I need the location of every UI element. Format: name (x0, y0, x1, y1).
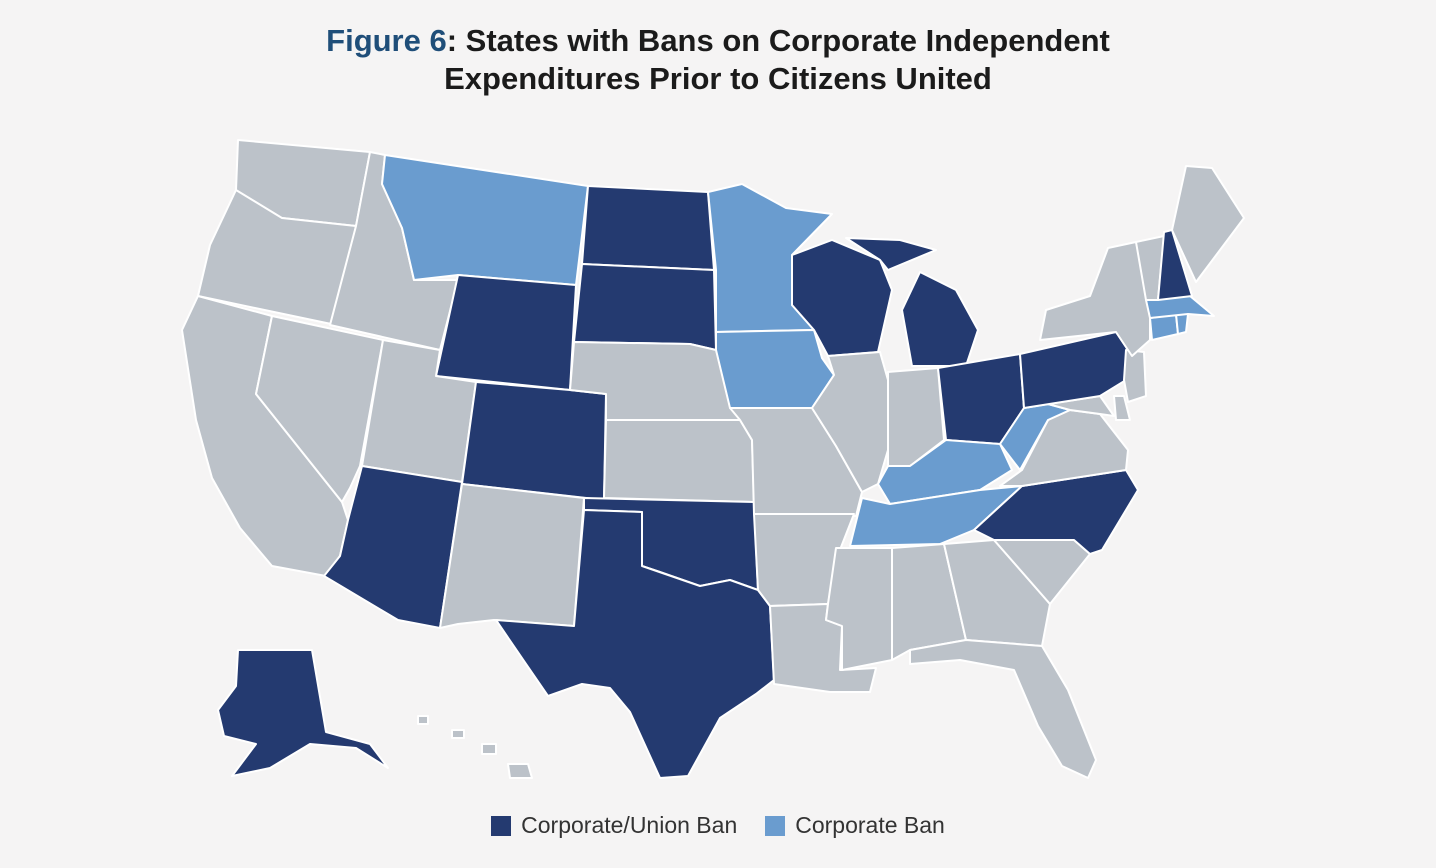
state-WY (435, 274, 577, 391)
state-KS (603, 419, 755, 503)
state-RI (1175, 313, 1189, 335)
title-text-1: : States with Bans on Corporate Independ… (446, 23, 1110, 58)
state-TX (495, 509, 775, 779)
state-DE (1113, 395, 1131, 421)
state-FL (909, 639, 1097, 779)
legend-swatch-corporate-union-ban (491, 815, 512, 836)
state-NJ (1123, 349, 1147, 403)
state-NM (439, 483, 585, 629)
state-AK (217, 649, 389, 777)
state-ME (1171, 165, 1245, 283)
legend-label-corporate-union-ban: Corporate/Union Ban (521, 812, 738, 838)
legend-item-corporate-union-ban: Corporate/Union Ban (491, 812, 737, 839)
state-NH (1157, 229, 1193, 301)
title-line-1: Figure 6: States with Bans on Corporate … (0, 22, 1436, 60)
state-GA (943, 539, 1051, 647)
state-MT (381, 154, 589, 286)
chart-title: Figure 6: States with Bans on Corporate … (0, 22, 1436, 98)
state-IL (811, 351, 889, 493)
state-SD (573, 263, 717, 351)
legend-item-corporate-ban: Corporate Ban (765, 812, 945, 839)
state-CO (461, 381, 607, 501)
legend: Corporate/Union Ban Corporate Ban (0, 812, 1436, 839)
legend-label-corporate-ban: Corporate Ban (795, 812, 945, 838)
figure-label: Figure 6 (326, 23, 447, 58)
title-line-2: Expenditures Prior to Citizens United (444, 61, 992, 96)
legend-swatch-corporate-ban (765, 815, 786, 836)
state-HI (417, 715, 533, 779)
state-ND (581, 185, 715, 271)
state-IA (715, 329, 835, 409)
